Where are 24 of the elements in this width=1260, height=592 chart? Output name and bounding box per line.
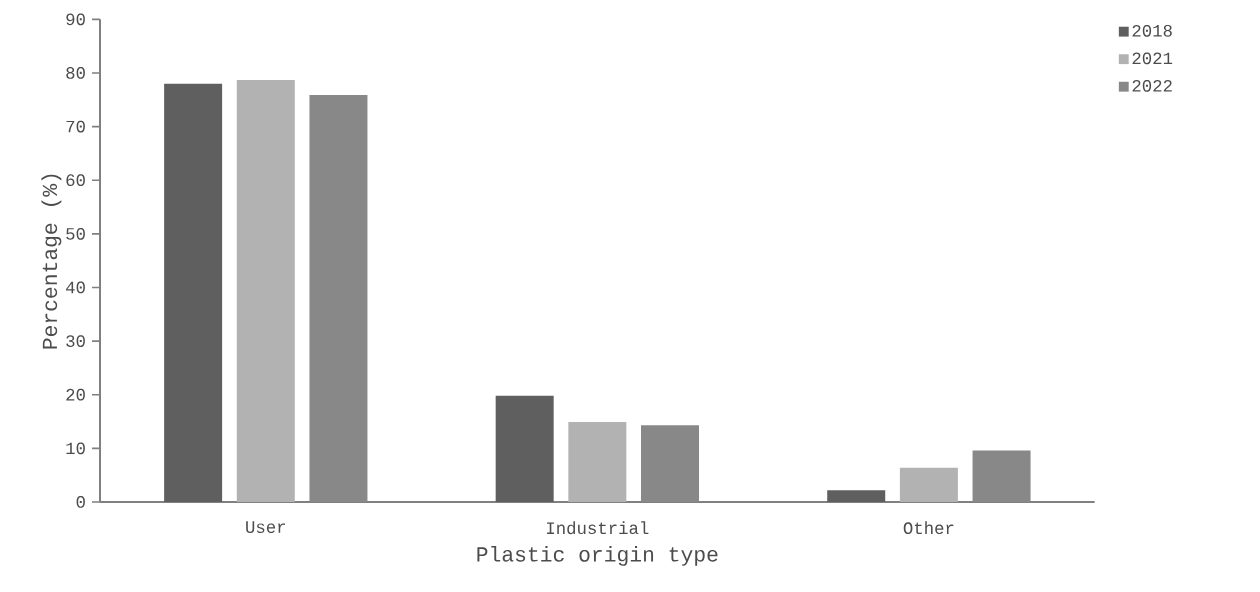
bar [899, 467, 958, 502]
y-tick-label: 60 [66, 174, 85, 187]
y-tick-label: 70 [66, 120, 85, 133]
x-tick-label: Other [903, 521, 954, 535]
legend-label: 2021 [1132, 52, 1173, 65]
bar [236, 79, 295, 502]
y-tick-label: 90 [66, 13, 85, 26]
x-tick-label: Industrial [547, 521, 649, 535]
y-tick-label: 80 [66, 67, 85, 79]
y-tick-label: 50 [66, 227, 85, 240]
x-tick-label: User [246, 521, 286, 533]
legend-label: 2018 [1132, 24, 1172, 37]
y-tick-label: 30 [66, 335, 85, 347]
bar [164, 83, 223, 502]
bar [568, 422, 627, 502]
y-tick-label: 0 [76, 496, 85, 508]
legend-label: 2022 [1132, 79, 1172, 92]
bar [495, 395, 554, 502]
y-tick-label: 10 [66, 442, 85, 455]
y-tick-label: 40 [66, 281, 85, 294]
y-tick-label: 20 [66, 388, 85, 401]
x-axis-title: Plastic origin type [477, 545, 718, 566]
y-axis-title: Percentage (%) [41, 174, 62, 349]
bar [827, 490, 886, 502]
